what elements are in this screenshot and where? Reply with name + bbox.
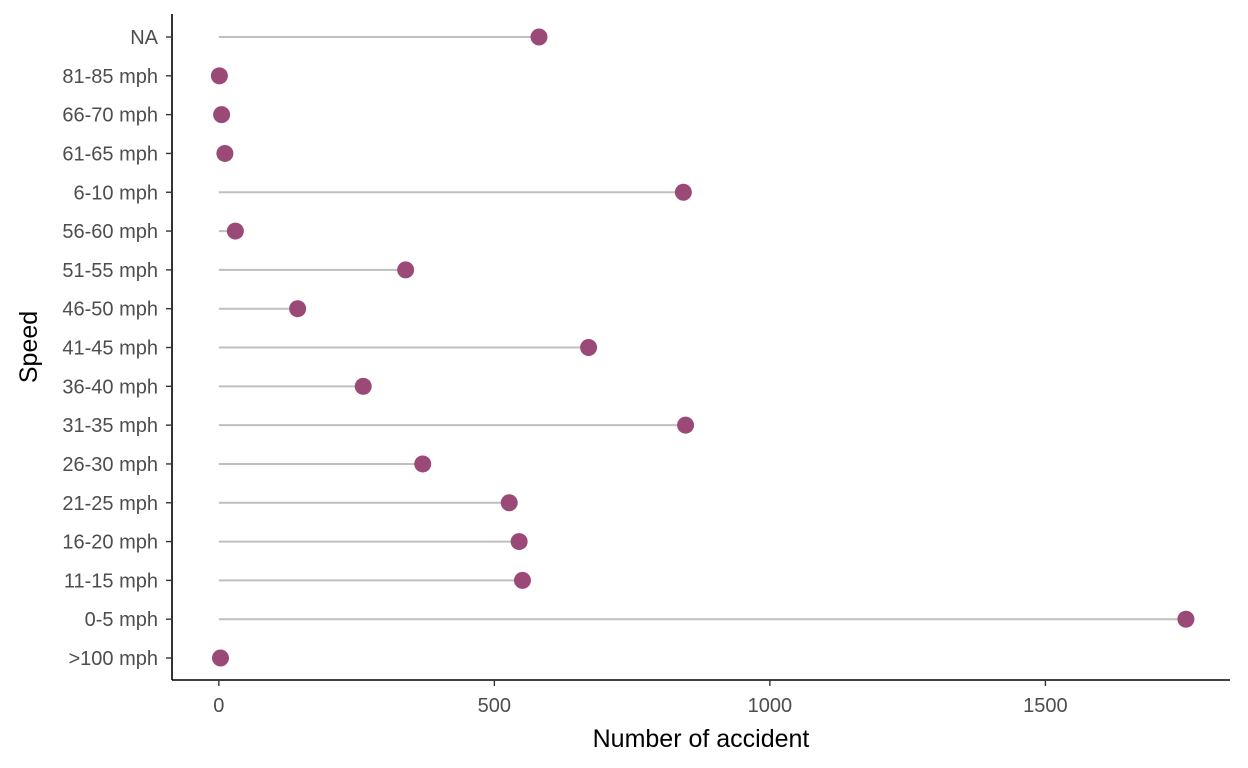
x-tick-label: 1500 [1023, 695, 1068, 717]
y-tick-label: 31-35 mph [62, 415, 158, 437]
x-tick-label: 500 [478, 695, 511, 717]
data-point [289, 300, 307, 318]
y-tick-label: >100 mph [68, 648, 158, 670]
y-axis-title: Speed [15, 311, 43, 383]
data-point [211, 649, 229, 667]
data-point [1177, 610, 1195, 628]
y-tick-label: 26-30 mph [62, 454, 158, 476]
x-axis-title: Number of accident [593, 725, 810, 753]
y-tick-label: NA [130, 27, 158, 49]
y-tick-label: 11-15 mph [64, 570, 158, 592]
data-point [500, 494, 518, 512]
y-tick-label: 56-60 mph [62, 221, 158, 243]
y-tick-label: 81-85 mph [62, 66, 158, 88]
y-tick-label: 36-40 mph [62, 376, 158, 398]
x-tick-label: 0 [213, 695, 224, 717]
data-point [213, 106, 231, 124]
data-point [513, 571, 531, 589]
y-tick-label: 16-20 mph [62, 532, 158, 554]
data-point [414, 455, 432, 473]
data-point [530, 28, 548, 46]
x-tick-label: 1000 [748, 695, 793, 717]
data-point [216, 144, 234, 162]
y-axis-ticks: >100 mph 0-5 mph 11-15 mph 16-20 mph 21-25 m… [62, 27, 172, 670]
y-tick-label: 51-55 mph [62, 260, 158, 282]
data-point [354, 377, 372, 395]
data-point [226, 222, 244, 240]
points-layer [210, 28, 1195, 667]
y-tick-label: 46-50 mph [62, 299, 158, 321]
x-axis-ticks: 0 500 1000 1500 [213, 680, 1068, 717]
y-tick-label: 6-10 mph [74, 182, 159, 204]
y-tick-label: 61-65 mph [62, 143, 158, 165]
data-point [580, 339, 598, 356]
stems-layer [218, 36, 1186, 659]
y-tick-label: 0-5 mph [85, 609, 158, 631]
data-point [210, 67, 228, 85]
data-point [510, 533, 528, 551]
data-point [674, 183, 692, 201]
data-point [677, 416, 695, 434]
y-tick-label: 21-25 mph [62, 493, 158, 515]
y-tick-label: 41-45 mph [62, 338, 158, 360]
y-tick-label: 66-70 mph [62, 105, 158, 127]
data-point [397, 261, 415, 279]
